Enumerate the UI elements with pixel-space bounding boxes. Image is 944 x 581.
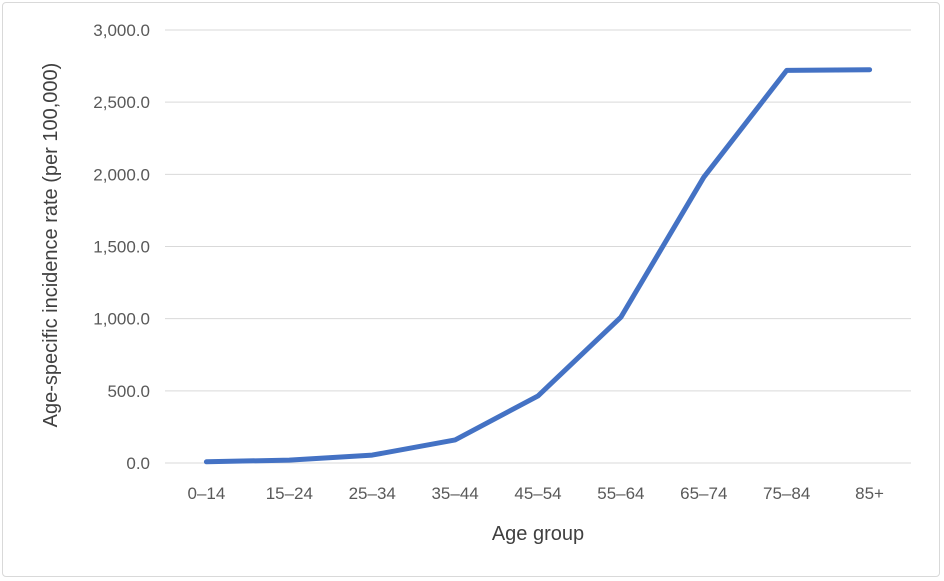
x-tick-label: 85+ [855, 484, 884, 503]
x-tick-label: 15–24 [266, 484, 313, 503]
y-tick-labels: 0.0 500.0 1,000.0 1,500.0 2,000.0 2,500.0 3,00… [93, 21, 150, 473]
gridlines [165, 29, 911, 464]
y-tick-label: 0.0 [126, 454, 150, 473]
series-line [203, 67, 873, 465]
y-tick-label: 3,000.0 [93, 21, 150, 40]
y-tick-label: 2,500.0 [93, 93, 150, 112]
x-tick-label: 65–74 [680, 484, 727, 503]
y-tick-label: 500.0 [107, 382, 150, 401]
x-tick-label: 25–34 [349, 484, 396, 503]
y-tick-label: 2,000.0 [93, 165, 150, 184]
x-axis-title: Age group [492, 523, 584, 545]
x-tick-labels: 0–14 15–24 25–34 35–44 45–54 55–64 65–74 75–84 8… [188, 484, 885, 503]
x-tick-label: 45–54 [514, 484, 561, 503]
y-tick-label: 1,000.0 [93, 310, 150, 329]
x-tick-label: 0–14 [188, 484, 226, 503]
y-axis-title: Age-specific incidence rate (per 100,000… [40, 63, 62, 428]
x-tick-label: 55–64 [597, 484, 644, 503]
x-tick-label: 35–44 [431, 484, 478, 503]
series-group [203, 67, 873, 465]
y-tick-label: 1,500.0 [93, 238, 150, 257]
x-tick-label: 75–84 [763, 484, 810, 503]
